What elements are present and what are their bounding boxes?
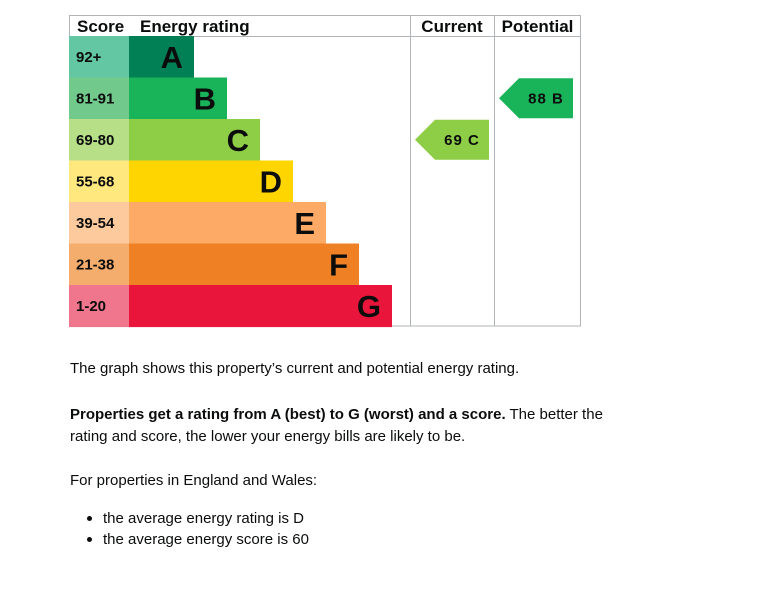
average-list: the average energy rating is D the avera… [70,508,309,550]
current-rating-arrow [415,119,489,160]
energy-rating-chart: Score Energy rating Current Potential 92+ A 8… [69,15,581,328]
rating-bar-d [129,160,293,203]
rating-bar-c [129,119,260,162]
rating-indicators: 69 C 88 B [415,78,573,160]
rating-letter-g: G [357,289,381,324]
score-range-d: 55-68 [76,173,114,190]
current-rating-label: 69 C [444,132,480,149]
score-range-f: 21-38 [76,256,114,273]
potential-rating-label: 88 B [528,90,564,107]
rating-letter-b: B [194,81,216,116]
potential-header: Potential [502,17,574,36]
energy-rating-header: Energy rating [140,17,250,36]
score-range-b: 81-91 [76,90,114,107]
score-cell-e [69,202,129,245]
score-range-c: 69-80 [76,132,114,149]
rating-letter-a: A [161,40,183,75]
score-cell-d [69,160,129,203]
region-note: For properties in England and Wales: [70,472,318,489]
rating-bar-f [129,243,359,286]
chart-description: The graph shows this property’s current … [70,360,520,377]
rating-explanation: Properties get a rating from A (best) to… [70,404,610,448]
rating-letter-f: F [329,247,348,282]
potential-rating-arrow [499,78,573,119]
score-cell-f [69,243,129,286]
rating-bar-e [129,202,326,245]
score-cell-g [69,285,129,328]
rating-explanation-rest: The better the rating and score, the low… [70,406,603,445]
rating-bar-a [129,36,194,79]
score-header: Score [77,17,124,36]
average-rating-item: the average energy rating is D [70,508,309,529]
rating-letter-c: C [227,123,249,158]
score-range-a: 92+ [76,49,102,66]
chart-headers: Score Energy rating Current Potential [77,17,573,36]
rating-bar-b [129,77,227,120]
score-cell-c [69,119,129,162]
current-header: Current [421,17,483,36]
score-cell-b [69,77,129,120]
average-score-item: the average energy score is 60 [70,529,309,550]
rating-bar-g [129,285,392,328]
score-cell-a [69,36,129,79]
score-range-g: 1-20 [76,298,106,315]
score-range-e: 39-54 [76,215,115,232]
rating-bands: 92+ A 81-91 B 69-80 C 55-68 D 39-54 E 21-38 F 1-20 G [69,36,392,328]
rating-explanation-bold: Properties get a rating from A (best) to… [70,406,506,423]
rating-letter-e: E [294,206,315,241]
rating-letter-d: D [260,164,282,199]
